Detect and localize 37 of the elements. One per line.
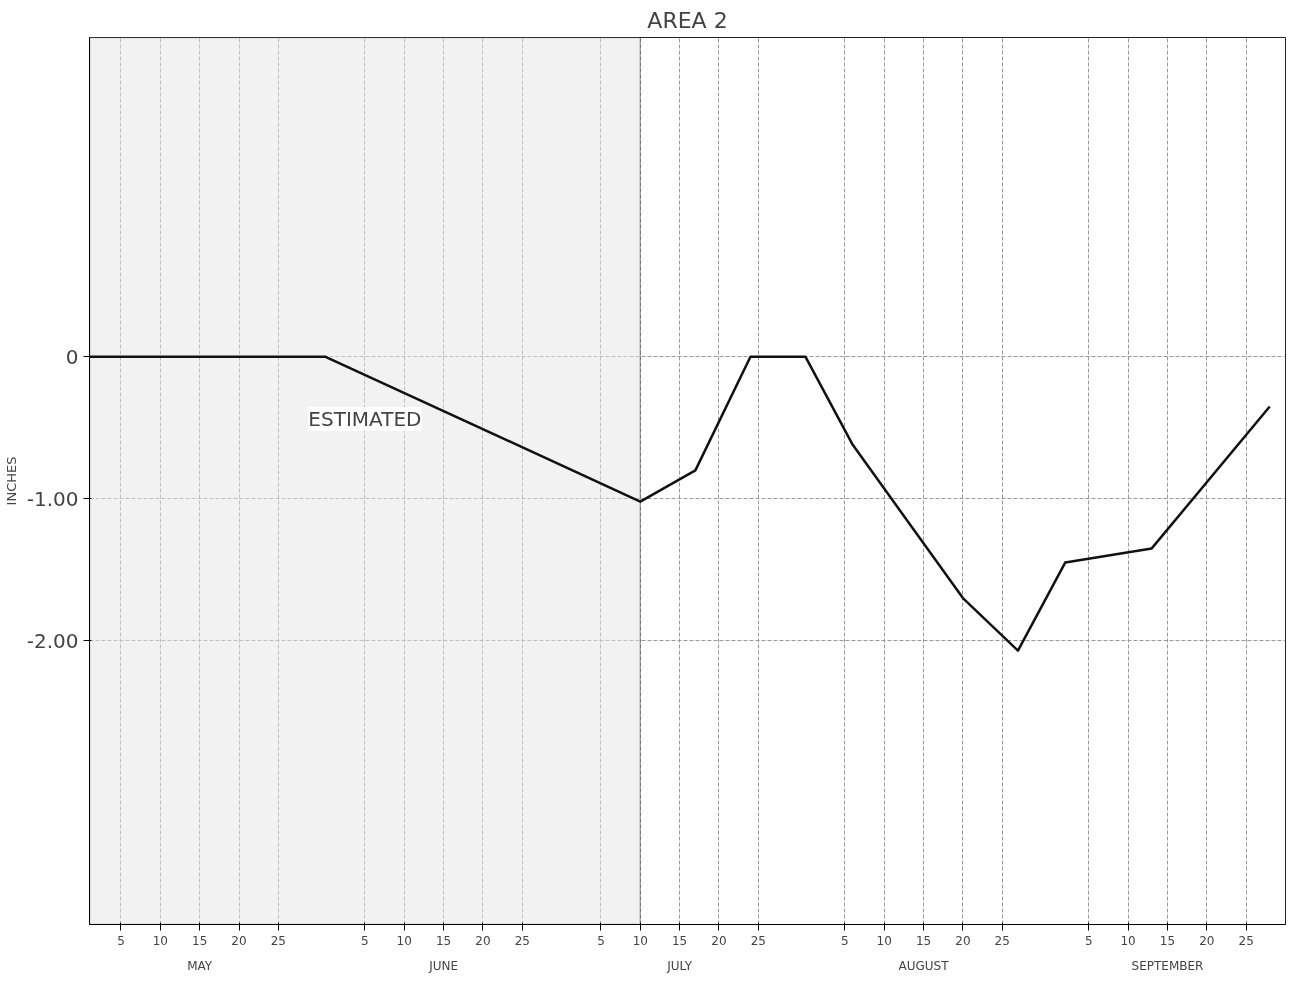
x-tick-label: 5 [361, 933, 369, 948]
x-tick-label: 5 [597, 933, 605, 948]
x-tick-label: 10 [1120, 933, 1136, 948]
x-tick-label: 15 [672, 933, 688, 948]
x2-tick-label: JUNE [428, 958, 459, 973]
band-label: ESTIMATED [308, 406, 422, 431]
chart-title: AREA 2 [647, 7, 728, 33]
x-tick-label: 15 [435, 933, 452, 948]
x-tick-label: 25 [1238, 933, 1254, 948]
x-tick-label: 20 [955, 933, 971, 948]
x-tick-label: 10 [396, 933, 412, 948]
x-tick-label: 25 [270, 933, 286, 948]
x-tick-label: 15 [192, 933, 208, 948]
x2-tick-label: JULY [666, 958, 693, 973]
x-tick-label: 10 [152, 933, 168, 948]
x-tick-label: 25 [750, 933, 766, 948]
y-tick-label: -1.00 [26, 486, 79, 511]
y-axis-title: INCHES [3, 456, 19, 506]
x-tick-label: 15 [1159, 933, 1176, 948]
x-tick-label: 5 [1084, 933, 1093, 948]
x-tick-label: 20 [231, 933, 247, 948]
x-tick-label: 10 [632, 933, 648, 948]
y-tick-label: -2.00 [26, 628, 79, 653]
x-tick-label: 20 [711, 933, 727, 948]
x2-tick-label: MAY [187, 958, 213, 973]
line-series [89, 355, 1272, 652]
x-tick-label: 25 [514, 933, 530, 948]
x-tick-label: 5 [117, 933, 125, 948]
x-tick-label: 20 [1199, 933, 1215, 948]
x-tick-label: 10 [876, 933, 892, 948]
x-tick-label: 25 [994, 933, 1010, 948]
y-tick-label: 0 [65, 344, 79, 369]
x-tick-label: 5 [841, 933, 849, 948]
x2-tick-label: AUGUST [898, 958, 950, 973]
x-tick-label: 20 [475, 933, 491, 948]
x-tick-label: 15 [915, 933, 932, 948]
x2-tick-label: SEPTEMBER [1131, 958, 1204, 973]
